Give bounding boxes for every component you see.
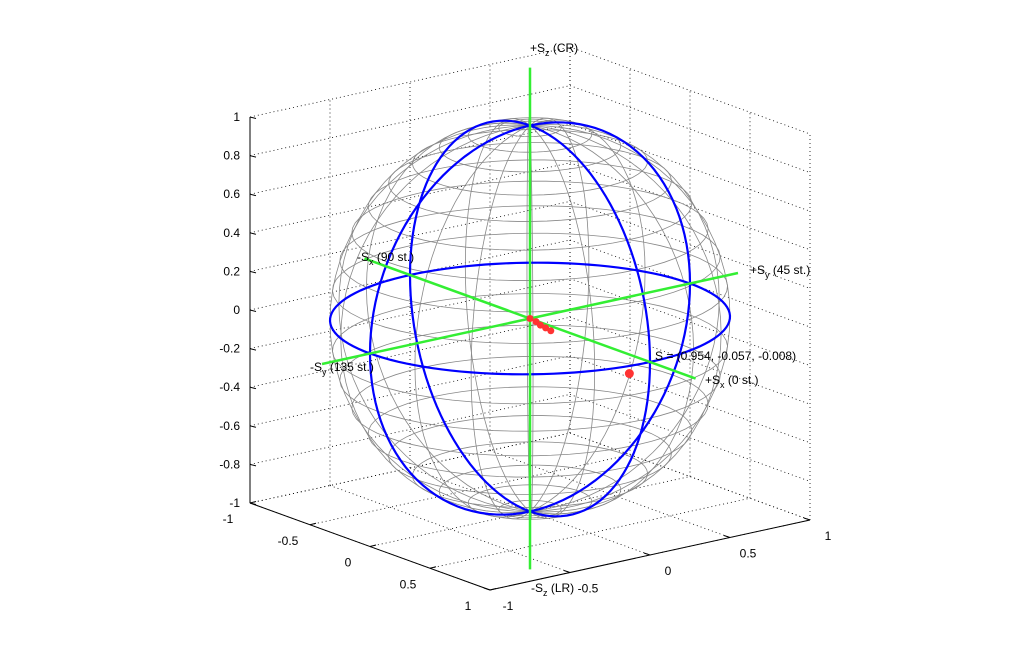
grid-line-wall-b [569, 355, 811, 444]
label-plus-sz: +Sz (CR) [530, 41, 578, 58]
grid-line-wall-b [569, 278, 811, 366]
z-tick [249, 270, 257, 274]
sphere-longitude-line [470, 125, 531, 520]
label-minus-sz: -Sz (LR) [531, 581, 574, 598]
y-tick-label: -0.5 [578, 582, 599, 596]
z-tick [249, 425, 257, 428]
x-tick-label: 1 [465, 599, 472, 613]
grid-line-wall-a [249, 239, 571, 311]
grid-line-wall-b [569, 316, 811, 405]
grid-line-wall-a [249, 85, 571, 156]
grid-line-wall-a [249, 355, 571, 427]
z-tick-label: -0.8 [219, 457, 240, 471]
axes [249, 116, 811, 591]
grid-line-wall-b [569, 46, 811, 135]
grid-line-floor [369, 476, 691, 547]
z-tick [249, 348, 257, 351]
grid-line-wall-b [569, 123, 811, 212]
z-tick [249, 386, 257, 390]
grid-line-wall-b [569, 85, 811, 173]
trajectory-point [536, 321, 544, 329]
x-tick [309, 522, 317, 526]
grid-line-wall-b [569, 162, 811, 251]
label-plus-sy: +Sy (45 st.) [750, 263, 810, 280]
x-tick-label: -0.5 [278, 534, 299, 548]
grid-line-wall-a [249, 432, 571, 504]
x-tick [429, 566, 437, 569]
x-tick [489, 588, 497, 591]
z-tick-label: -1 [229, 496, 240, 510]
grid-line-wall-a [249, 316, 571, 388]
z-tick-label: -0.2 [219, 342, 240, 356]
z-tick-label: 1 [233, 110, 240, 124]
grid-line-wall-a [249, 278, 571, 349]
label-minus-sy: -Sy (135 st.) [310, 360, 374, 377]
grid-line-wall-a [249, 46, 571, 118]
trajectory-point [542, 324, 550, 332]
grid-line-floor [429, 497, 751, 569]
sphere-longitude-line [338, 124, 531, 512]
x-tick-label: 0 [345, 556, 352, 570]
x-tick [369, 544, 377, 547]
x-tick-label: -1 [223, 512, 234, 526]
stokes-point [624, 369, 634, 379]
grid-line-wall-b [569, 201, 811, 289]
z-tick [249, 309, 257, 312]
z-tick-label: -0.4 [219, 380, 240, 394]
y-tick [563, 570, 571, 573]
sphere-longitude-line [529, 125, 722, 513]
x-tick-label: 0.5 [400, 577, 417, 591]
z-tick-label: -0.6 [219, 419, 240, 433]
y-tick-label: -1 [503, 599, 514, 613]
y-tick-label: 1 [825, 529, 832, 543]
grid-line-floor [329, 485, 571, 573]
y-tick [643, 552, 651, 556]
y-tick [803, 517, 811, 521]
point-annotation: S = (0.954, -0.057, -0.008) [655, 349, 796, 363]
z-tick-label: 0 [233, 303, 240, 317]
trajectory-point [526, 315, 534, 322]
z-tick [249, 155, 257, 158]
grid-line-floor [309, 454, 631, 526]
z-tick [249, 232, 257, 235]
data-points [526, 315, 634, 379]
z-tick [249, 193, 257, 197]
y-tick-label: 0.5 [740, 547, 757, 561]
z-tick-label: 0.2 [223, 264, 240, 278]
grid-line-wall-a [249, 201, 571, 272]
z-tick-label: 0.4 [223, 226, 240, 240]
label-plus-sx: +Sx (0 st.) [705, 373, 759, 390]
y-tick-label: 0 [665, 564, 672, 578]
grid-line-wall-b [569, 432, 811, 521]
sphere-longitude-line [529, 117, 590, 512]
grid-line-floor [409, 467, 651, 556]
label-minus-sx: -Sx (90 st.) [357, 250, 414, 267]
grid-line-wall-a [249, 394, 571, 465]
grid-line-floor [489, 450, 731, 538]
y-tick [483, 587, 491, 591]
grid-line-wall-a [249, 162, 571, 234]
z-tick [249, 116, 257, 119]
trajectory-point [547, 327, 555, 335]
z-tick-label: 0.8 [223, 149, 240, 163]
grid-line-wall-b [569, 239, 811, 328]
grid-line-wall-b [569, 394, 811, 482]
tick-labels: -1 -0.5 0 0.5 1 -1 -0.5 0 0.5 1 -1 -0.8 -0.6 -0.4 -0.2… [219, 110, 831, 613]
z-tick-label: 0.6 [223, 187, 240, 201]
sphere-longitude-line [529, 122, 691, 512]
axis-labels: +Sz (CR) -Sz (LR) +Sy (45 st.) -Sy (135 … [310, 41, 810, 598]
y-tick [723, 535, 731, 538]
z-tick [249, 463, 257, 467]
z-tick [249, 502, 257, 505]
